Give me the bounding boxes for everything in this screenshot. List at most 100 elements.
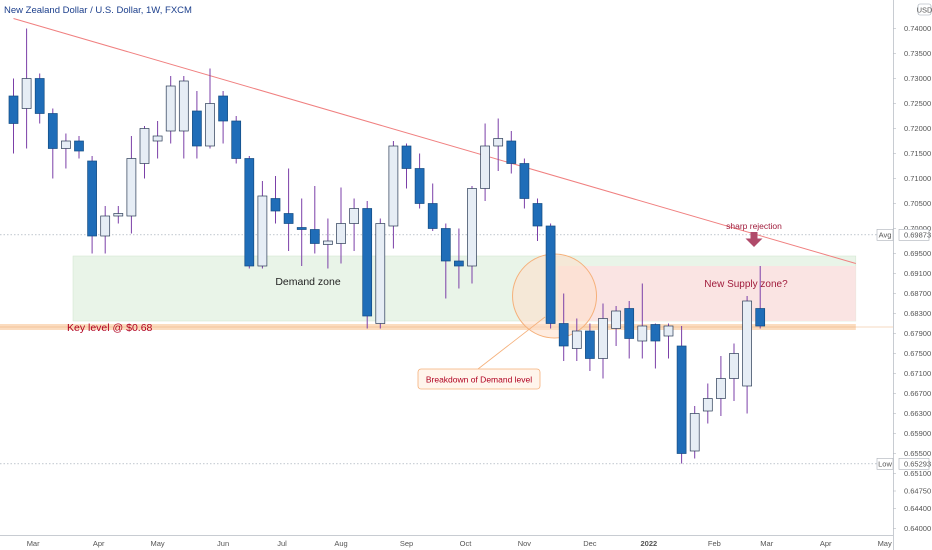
candle-body: [336, 223, 346, 244]
price-tick-label: 0.67900: [904, 329, 931, 338]
candle-body: [113, 213, 124, 217]
time-tick-label: Mar: [27, 539, 40, 548]
candle[interactable]: [532, 198, 543, 242]
candle[interactable]: [87, 156, 97, 254]
candle[interactable]: [493, 118, 504, 172]
candle-body: [205, 103, 215, 147]
candle[interactable]: [375, 218, 386, 329]
price-tick-label: 0.69500: [904, 249, 931, 258]
candle[interactable]: [296, 198, 307, 267]
candle-body: [414, 168, 425, 204]
candle[interactable]: [388, 141, 399, 249]
candle[interactable]: [100, 206, 111, 254]
candle[interactable]: [218, 91, 228, 144]
candle-body: [519, 163, 530, 199]
candle-body: [598, 318, 608, 359]
candle-body: [427, 203, 438, 229]
candle[interactable]: [611, 306, 621, 346]
candle[interactable]: [571, 318, 582, 362]
time-tick-label: 2022: [641, 539, 658, 548]
candle-body: [47, 113, 58, 149]
candle[interactable]: [716, 356, 726, 416]
candle[interactable]: [558, 293, 569, 362]
candle[interactable]: [742, 296, 752, 414]
time-tick-label: Sep: [400, 539, 413, 548]
candle[interactable]: [21, 28, 32, 149]
candle-body: [440, 228, 451, 262]
candle-body: [480, 145, 490, 189]
candle[interactable]: [47, 108, 58, 179]
candle-body: [742, 300, 752, 387]
rejection-arrow-shaft: [750, 232, 758, 239]
candle[interactable]: [624, 301, 635, 359]
supply-zone-label: New Supply zone?: [704, 279, 788, 290]
candle[interactable]: [336, 187, 346, 264]
candle[interactable]: [454, 228, 464, 289]
candle-body: [637, 325, 648, 342]
currency-badge: USD: [917, 3, 932, 16]
candles-layer: [8, 28, 766, 464]
candle[interactable]: [257, 181, 268, 269]
candle[interactable]: [702, 383, 713, 424]
candle-body: [61, 140, 71, 149]
candle[interactable]: [283, 168, 294, 252]
candle[interactable]: [414, 153, 425, 209]
candle-body: [257, 195, 268, 267]
candle-body: [309, 229, 320, 244]
candle[interactable]: [165, 76, 176, 144]
trendline: [13, 18, 856, 264]
candle[interactable]: [545, 223, 556, 329]
candle[interactable]: [506, 131, 517, 174]
candle[interactable]: [689, 406, 700, 459]
candle[interactable]: [480, 123, 490, 202]
price-tick-label: 0.65500: [904, 449, 931, 458]
candle[interactable]: [139, 126, 150, 179]
candle[interactable]: [729, 343, 739, 402]
candle[interactable]: [650, 323, 661, 369]
candle[interactable]: [637, 283, 648, 359]
candle[interactable]: [323, 218, 333, 269]
candle[interactable]: [113, 206, 124, 224]
time-tick-label: May: [151, 539, 165, 548]
candle-body: [231, 120, 242, 159]
candle[interactable]: [401, 143, 412, 189]
candle[interactable]: [309, 186, 320, 254]
candle-body: [100, 215, 111, 237]
candle[interactable]: [663, 323, 674, 359]
candle[interactable]: [440, 223, 451, 299]
candle[interactable]: [178, 76, 189, 159]
candle[interactable]: [755, 266, 766, 329]
candle[interactable]: [467, 186, 477, 284]
candle-body: [74, 140, 84, 152]
price-tick-label: 0.67100: [904, 369, 931, 378]
candle[interactable]: [231, 116, 242, 164]
candle[interactable]: [152, 121, 163, 159]
key-level-label: Key level @ $0.68: [67, 322, 153, 334]
candle-body: [532, 203, 543, 227]
candle[interactable]: [205, 68, 215, 149]
price-tick-label: 0.72000: [904, 124, 931, 133]
time-tick-label: Jun: [217, 539, 229, 548]
candle[interactable]: [519, 158, 530, 209]
candle[interactable]: [427, 183, 438, 232]
candle[interactable]: [74, 136, 84, 159]
candle[interactable]: [585, 323, 595, 372]
currency-badge-box: [917, 3, 932, 16]
candle[interactable]: [349, 198, 359, 252]
price-tick-label: 0.71000: [904, 174, 931, 183]
candle[interactable]: [598, 303, 608, 379]
candle[interactable]: [192, 91, 202, 159]
candle[interactable]: [8, 78, 19, 154]
candle[interactable]: [244, 156, 255, 269]
currency-label: USD: [917, 6, 932, 15]
candle[interactable]: [61, 133, 71, 169]
supply-zone: [557, 266, 856, 321]
price-tag-value: 0.65293: [904, 460, 931, 469]
candle[interactable]: [126, 136, 137, 234]
candle[interactable]: [270, 176, 281, 224]
candle-body: [545, 225, 556, 324]
candle[interactable]: [34, 73, 45, 124]
candle[interactable]: [362, 201, 373, 329]
candle[interactable]: [676, 326, 687, 464]
